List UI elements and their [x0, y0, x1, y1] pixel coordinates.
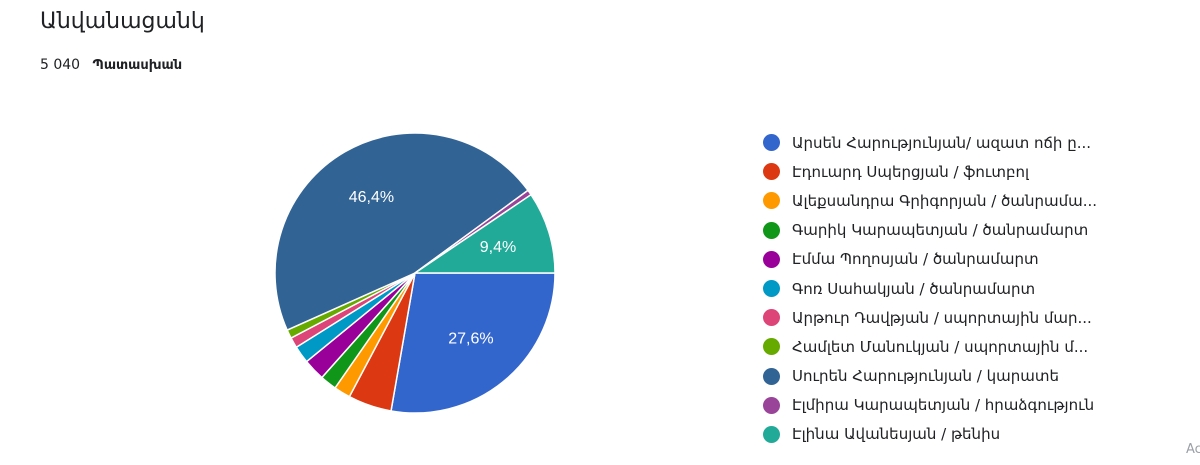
legend-label: Էդուարդ Սպերցյան / ֆուտբոլ: [792, 162, 1030, 181]
pie-chart: 27,6% 46,4% 9,4%: [274, 132, 556, 414]
legend-swatch: [763, 134, 780, 152]
legend-label: Արթուր Դավթյան / սպորտային մար...: [792, 308, 1092, 327]
legend-item[interactable]: Էմմա Պողոսյան / ծանրամարտ: [763, 245, 1143, 274]
pie-slice[interactable]: [274, 132, 530, 332]
legend-item[interactable]: Էլմիրա Կարապետյան / հրաձգություն: [763, 391, 1143, 420]
legend-swatch: [763, 309, 780, 327]
legend-swatch: [763, 250, 780, 268]
legend-item[interactable]: Ալեքսանդրա Գրիգորյան / ծանրամա...: [763, 186, 1143, 215]
legend-item[interactable]: Սուրեն Հարությունյան / կարատե: [763, 362, 1143, 391]
legend-swatch: [763, 280, 780, 298]
legend-swatch: [763, 163, 780, 181]
legend-item[interactable]: Գոռ Սահակյան / ծանրամարտ: [763, 274, 1143, 303]
chart-legend: Արսեն Հարությունյան/ ազատ ոճի ը... Էդուար…: [763, 128, 1143, 449]
legend-swatch: [763, 425, 780, 443]
response-summary: 5 040 Պատասխան: [40, 57, 182, 73]
response-count: 5 040: [40, 57, 81, 73]
corner-text: Ac: [1186, 442, 1200, 457]
legend-swatch: [763, 338, 780, 356]
legend-label: Գոռ Սահակյան / ծանրամարտ: [792, 279, 1036, 298]
legend-label: Սուրեն Հարությունյան / կարատե: [792, 367, 1059, 386]
pie-slice-label: 9,4%: [480, 239, 516, 256]
legend-item[interactable]: Էլինա Ավանեսյան / թենիս: [763, 420, 1143, 449]
pie-slice-label: 27,6%: [448, 331, 493, 348]
response-label: Պատասխան: [92, 58, 183, 73]
legend-label: Արսեն Հարությունյան/ ազատ ոճի ը...: [792, 133, 1092, 152]
legend-label: Համլետ Մանուկյան / սպորտային մ...: [792, 337, 1089, 356]
legend-label: Ալեքսանդրա Գրիգորյան / ծանրամա...: [792, 191, 1098, 210]
legend-swatch: [763, 367, 780, 385]
pie-slice[interactable]: [390, 272, 556, 414]
legend-item[interactable]: Գարիկ Կարապետյան / ծանրամարտ: [763, 216, 1143, 245]
legend-item[interactable]: Արթուր Դավթյան / սպորտային մար...: [763, 303, 1143, 332]
legend-label: Էլինա Ավանեսյան / թենիս: [792, 425, 1001, 444]
legend-label: Էմմա Պողոսյան / ծանրամարտ: [792, 250, 1039, 269]
legend-swatch: [763, 192, 780, 210]
legend-item[interactable]: Էդուարդ Սպերցյան / ֆուտբոլ: [763, 157, 1143, 186]
chart-title: Անվանացանկ: [40, 9, 205, 34]
pie-slice-label: 46,4%: [349, 189, 394, 206]
legend-label: Էլմիրա Կարապետյան / հրաձգություն: [792, 396, 1095, 415]
legend-item[interactable]: Համլետ Մանուկյան / սպորտային մ...: [763, 332, 1143, 361]
legend-label: Գարիկ Կարապետյան / ծանրամարտ: [792, 221, 1089, 240]
pie-slice[interactable]: [412, 193, 556, 274]
legend-swatch: [763, 396, 780, 414]
legend-swatch: [763, 221, 780, 239]
legend-item[interactable]: Արսեն Հարությունյան/ ազատ ոճի ը...: [763, 128, 1143, 157]
